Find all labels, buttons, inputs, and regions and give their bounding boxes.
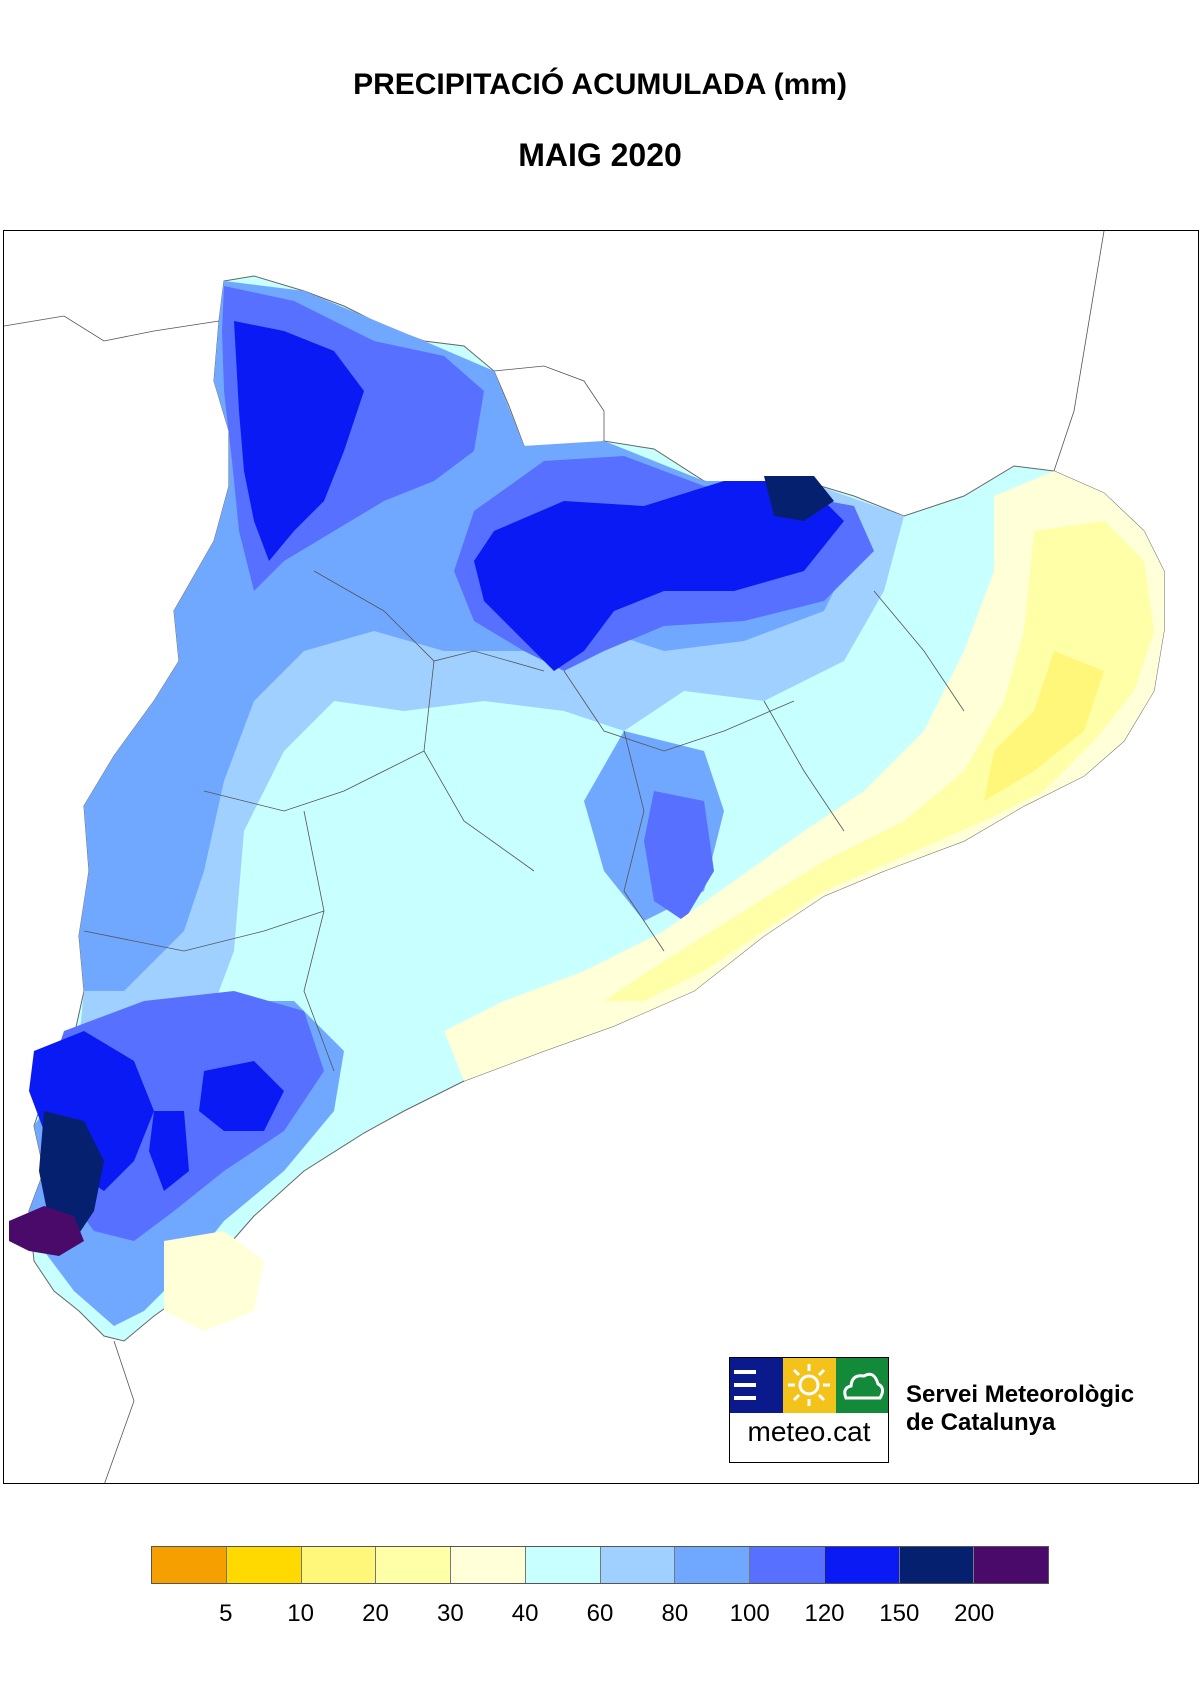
cloud-icon [843,1372,885,1400]
legend-swatch [152,1547,227,1583]
zone-over-200 [9,1206,84,1256]
zone-150-200-northeast [764,476,834,521]
outer-borders [4,231,1105,1483]
legend-tick-label: 30 [436,1600,464,1627]
legend-tick-label: 10 [287,1600,315,1627]
menu-lines-icon [734,1370,756,1400]
zone-delta [164,1231,264,1331]
zone-150-200-southwest [39,1111,104,1241]
logo-blue-square [730,1358,783,1413]
legend-tick-label: 150 [879,1600,920,1627]
legend-tick-label: 5 [219,1600,233,1627]
legend-swatch [675,1547,750,1583]
legend-swatch [376,1547,451,1583]
legend-swatch [301,1547,377,1583]
legend-tick-label: 80 [661,1600,689,1627]
meteocat-logo: meteo.cat [729,1357,889,1463]
logo-green-square [836,1358,888,1413]
map-subtitle: MAIG 2020 [518,137,682,173]
zone-120-150-south2 [199,1061,284,1131]
legend-tick-label: 100 [729,1600,770,1627]
logo-text: meteo.cat [747,1416,871,1447]
logo-yellow-square [783,1358,836,1413]
legend-swatch [750,1547,825,1583]
legend-swatch [525,1547,601,1583]
legend-tick-label: 60 [586,1600,614,1627]
legend-swatch [226,1547,302,1583]
county-borders [83,570,965,1072]
legend-tick-label: 40 [511,1600,539,1627]
legend-swatch [600,1547,676,1583]
legend-swatch [974,1547,1048,1583]
sun-icon [788,1364,830,1406]
legend-tick-label: 20 [362,1600,389,1627]
legend-tick-label: 200 [954,1600,995,1627]
legend-swatch [899,1547,975,1583]
zone-10-20 [984,651,1104,801]
legend-color-bar [151,1546,1049,1584]
zone-120-150-northeast [474,481,844,671]
organization-name-line2: de Catalunya [906,1409,1056,1436]
zone-120-150-pyrenees [234,321,364,561]
legend-tick-label: 120 [804,1600,845,1627]
map-title: PRECIPITACIÓ ACUMULADA (mm) [353,68,847,101]
zone-120-150-south3 [149,1111,189,1191]
legend-swatch [451,1547,526,1583]
zone-100-120-centre [644,791,714,921]
organization-name-line1: Servei Meteorològic [906,1381,1135,1408]
precipitation-map [4,231,1165,1483]
zone-30-40 [444,471,1164,1081]
legend-swatch [824,1547,900,1583]
map-frame [3,230,1199,1484]
